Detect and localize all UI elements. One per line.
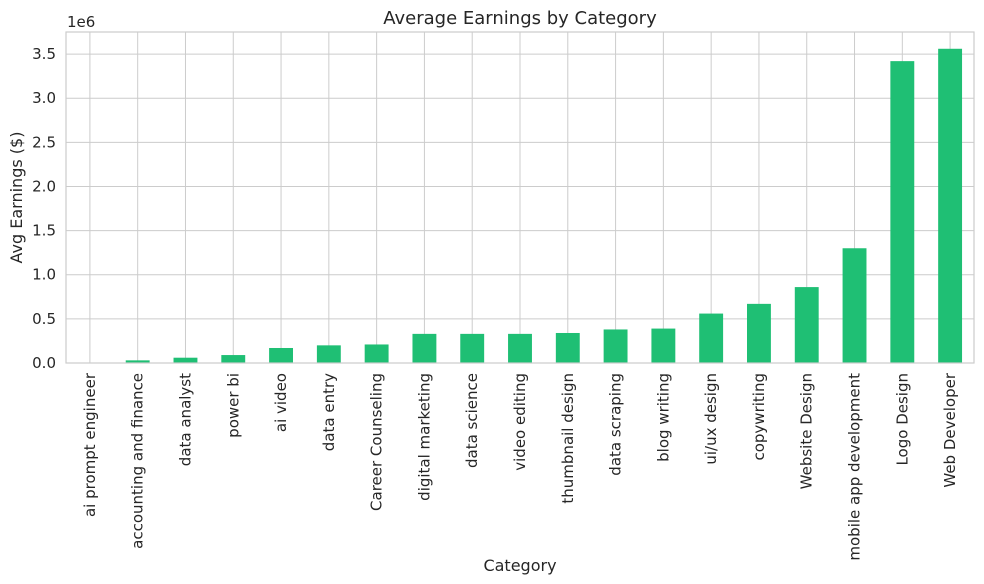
x-tick-labels: ai prompt engineer accounting and finance… — [81, 372, 959, 560]
bar-web-developer — [938, 48, 963, 364]
y-tick-label: 1.0 — [32, 266, 56, 284]
bar-data-entry — [316, 345, 341, 363]
grid-layer — [66, 32, 974, 364]
x-tick-label: blog writing — [654, 373, 672, 462]
y-tick-label: 0.5 — [32, 310, 56, 328]
y-tick-label: 3.5 — [32, 45, 56, 63]
bar-thumbnail-design — [555, 332, 580, 363]
y-axis-offset-label: 1e6 — [67, 13, 95, 31]
y-tick-label: 0.0 — [32, 354, 56, 372]
x-tick-label: ui/ux design — [702, 373, 720, 465]
bar-digital-marketing — [412, 333, 437, 363]
bar-copywriting — [747, 303, 771, 363]
bar-website-design — [794, 287, 819, 363]
bar-ui-ux-design — [699, 313, 724, 363]
x-tick-label: mobile app development — [846, 373, 864, 561]
x-tick-label: data science — [463, 373, 481, 468]
x-tick-label: Career Counseling — [368, 373, 386, 511]
bar-data-science — [460, 333, 485, 363]
y-tick-labels: 0.0 0.5 1.0 1.5 2.0 2.5 3.0 3.5 — [32, 45, 56, 372]
chart-title: Average Earnings by Category — [383, 8, 657, 29]
bar-mobile-app-development — [842, 248, 867, 363]
bar-power-bi — [221, 355, 246, 363]
bar-blog-writing — [651, 328, 676, 363]
x-tick-label: digital marketing — [415, 373, 433, 501]
x-tick-label: ai video — [272, 373, 290, 432]
x-tick-label: video editing — [511, 373, 529, 471]
bar-career-counseling — [364, 344, 389, 363]
x-tick-label: data scraping — [607, 373, 625, 476]
x-tick-label: Web Developer — [941, 372, 959, 487]
x-tick-label: data entry — [320, 373, 338, 451]
y-tick-label: 3.0 — [32, 89, 56, 107]
x-tick-label: accounting and finance — [129, 373, 147, 549]
bar-ai-video — [269, 347, 293, 363]
plot-frame — [65, 31, 975, 364]
x-tick-label: power bi — [224, 373, 242, 438]
x-tick-label: copywriting — [750, 373, 768, 461]
x-tick-label: thumbnail design — [559, 373, 577, 504]
x-tick-label: Website Design — [798, 373, 816, 489]
x-tick-label: data analyst — [176, 373, 194, 466]
bar-accounting-and-finance — [125, 360, 150, 363]
bar-logo-design — [890, 61, 915, 364]
x-tick-label: ai prompt engineer — [81, 372, 99, 517]
bars-layer — [125, 48, 963, 364]
y-tick-label: 2.5 — [32, 133, 56, 151]
bar-data-analyst — [173, 357, 198, 363]
x-axis-title: Category — [483, 556, 556, 575]
y-tick-label: 1.5 — [32, 222, 56, 240]
y-axis-title: Avg Earnings ($) — [7, 132, 26, 264]
y-tick-label: 2.0 — [32, 177, 56, 195]
x-tick-label: Logo Design — [893, 373, 911, 466]
bar-data-scraping — [603, 329, 628, 363]
bar-video-editing — [508, 333, 532, 363]
